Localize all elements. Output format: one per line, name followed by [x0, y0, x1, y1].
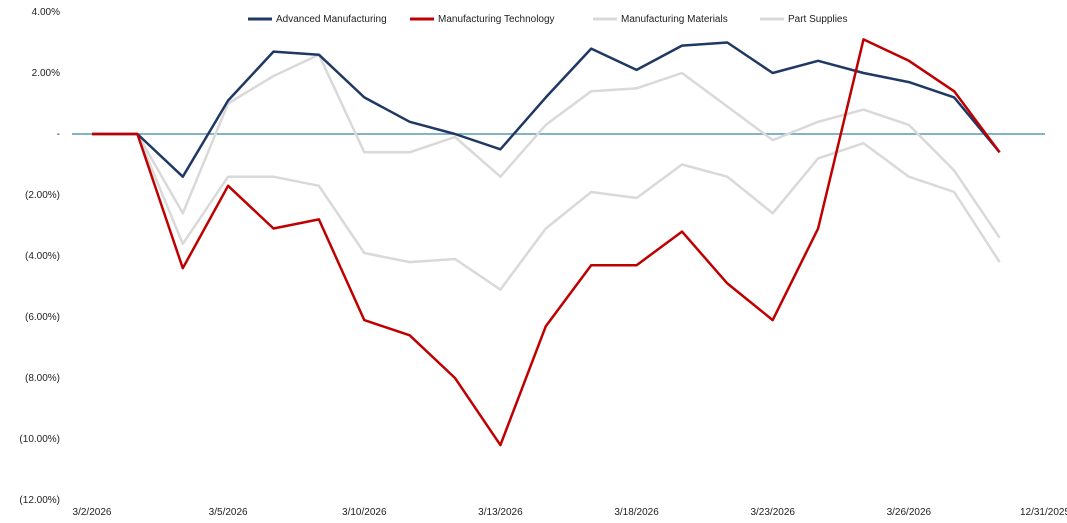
x-tick-label: 3/10/2026 [342, 507, 387, 518]
x-axis: 3/2/2026 3/5/2026 3/10/2026 3/13/2026 3/18/2… [73, 507, 1067, 518]
y-tick-label: (4.00%) [25, 251, 60, 262]
y-tick-label: (12.00%) [19, 495, 60, 506]
y-tick-label: 4.00% [32, 7, 60, 18]
y-axis: 4.00% 2.00% - (2.00%) (4.00%) (6.00%) (8.00%) (… [19, 7, 60, 506]
y-tick-label: (2.00%) [25, 190, 60, 201]
y-tick-label: (8.00%) [25, 373, 60, 384]
x-tick-label: 3/26/2026 [887, 507, 932, 518]
y-tick-label: (10.00%) [19, 434, 60, 445]
legend-label: Advanced Manufacturing [276, 14, 387, 25]
series-line [92, 41, 1001, 178]
legend-item: Manufacturing Technology [410, 14, 555, 25]
x-tick-label: 3/2/2026 [73, 507, 112, 518]
legend-item: Part Supplies [760, 14, 847, 25]
y-tick-label: 2.00% [32, 68, 60, 79]
series-line [92, 38, 1001, 447]
y-tick-label: (6.00%) [25, 312, 60, 323]
legend-item: Advanced Manufacturing [248, 14, 387, 25]
legend-item: Manufacturing Materials [593, 14, 728, 25]
series-layer [92, 38, 1001, 447]
x-tick-label: 3/5/2026 [209, 507, 248, 518]
x-tick-label: 12/31/2025 [1020, 507, 1067, 518]
legend-label: Manufacturing Technology [438, 14, 555, 25]
x-tick-label: 3/13/2026 [478, 507, 523, 518]
x-tick-label: 3/18/2026 [614, 507, 659, 518]
series-line [92, 53, 1001, 239]
legend-label: Part Supplies [788, 14, 847, 25]
x-tick-label: 3/23/2026 [750, 507, 795, 518]
legend-label: Manufacturing Materials [621, 14, 728, 25]
series-line [92, 132, 1001, 291]
y-tick-label: - [57, 129, 60, 140]
chart-legend: Advanced Manufacturing Manufacturing Tech… [248, 14, 847, 25]
